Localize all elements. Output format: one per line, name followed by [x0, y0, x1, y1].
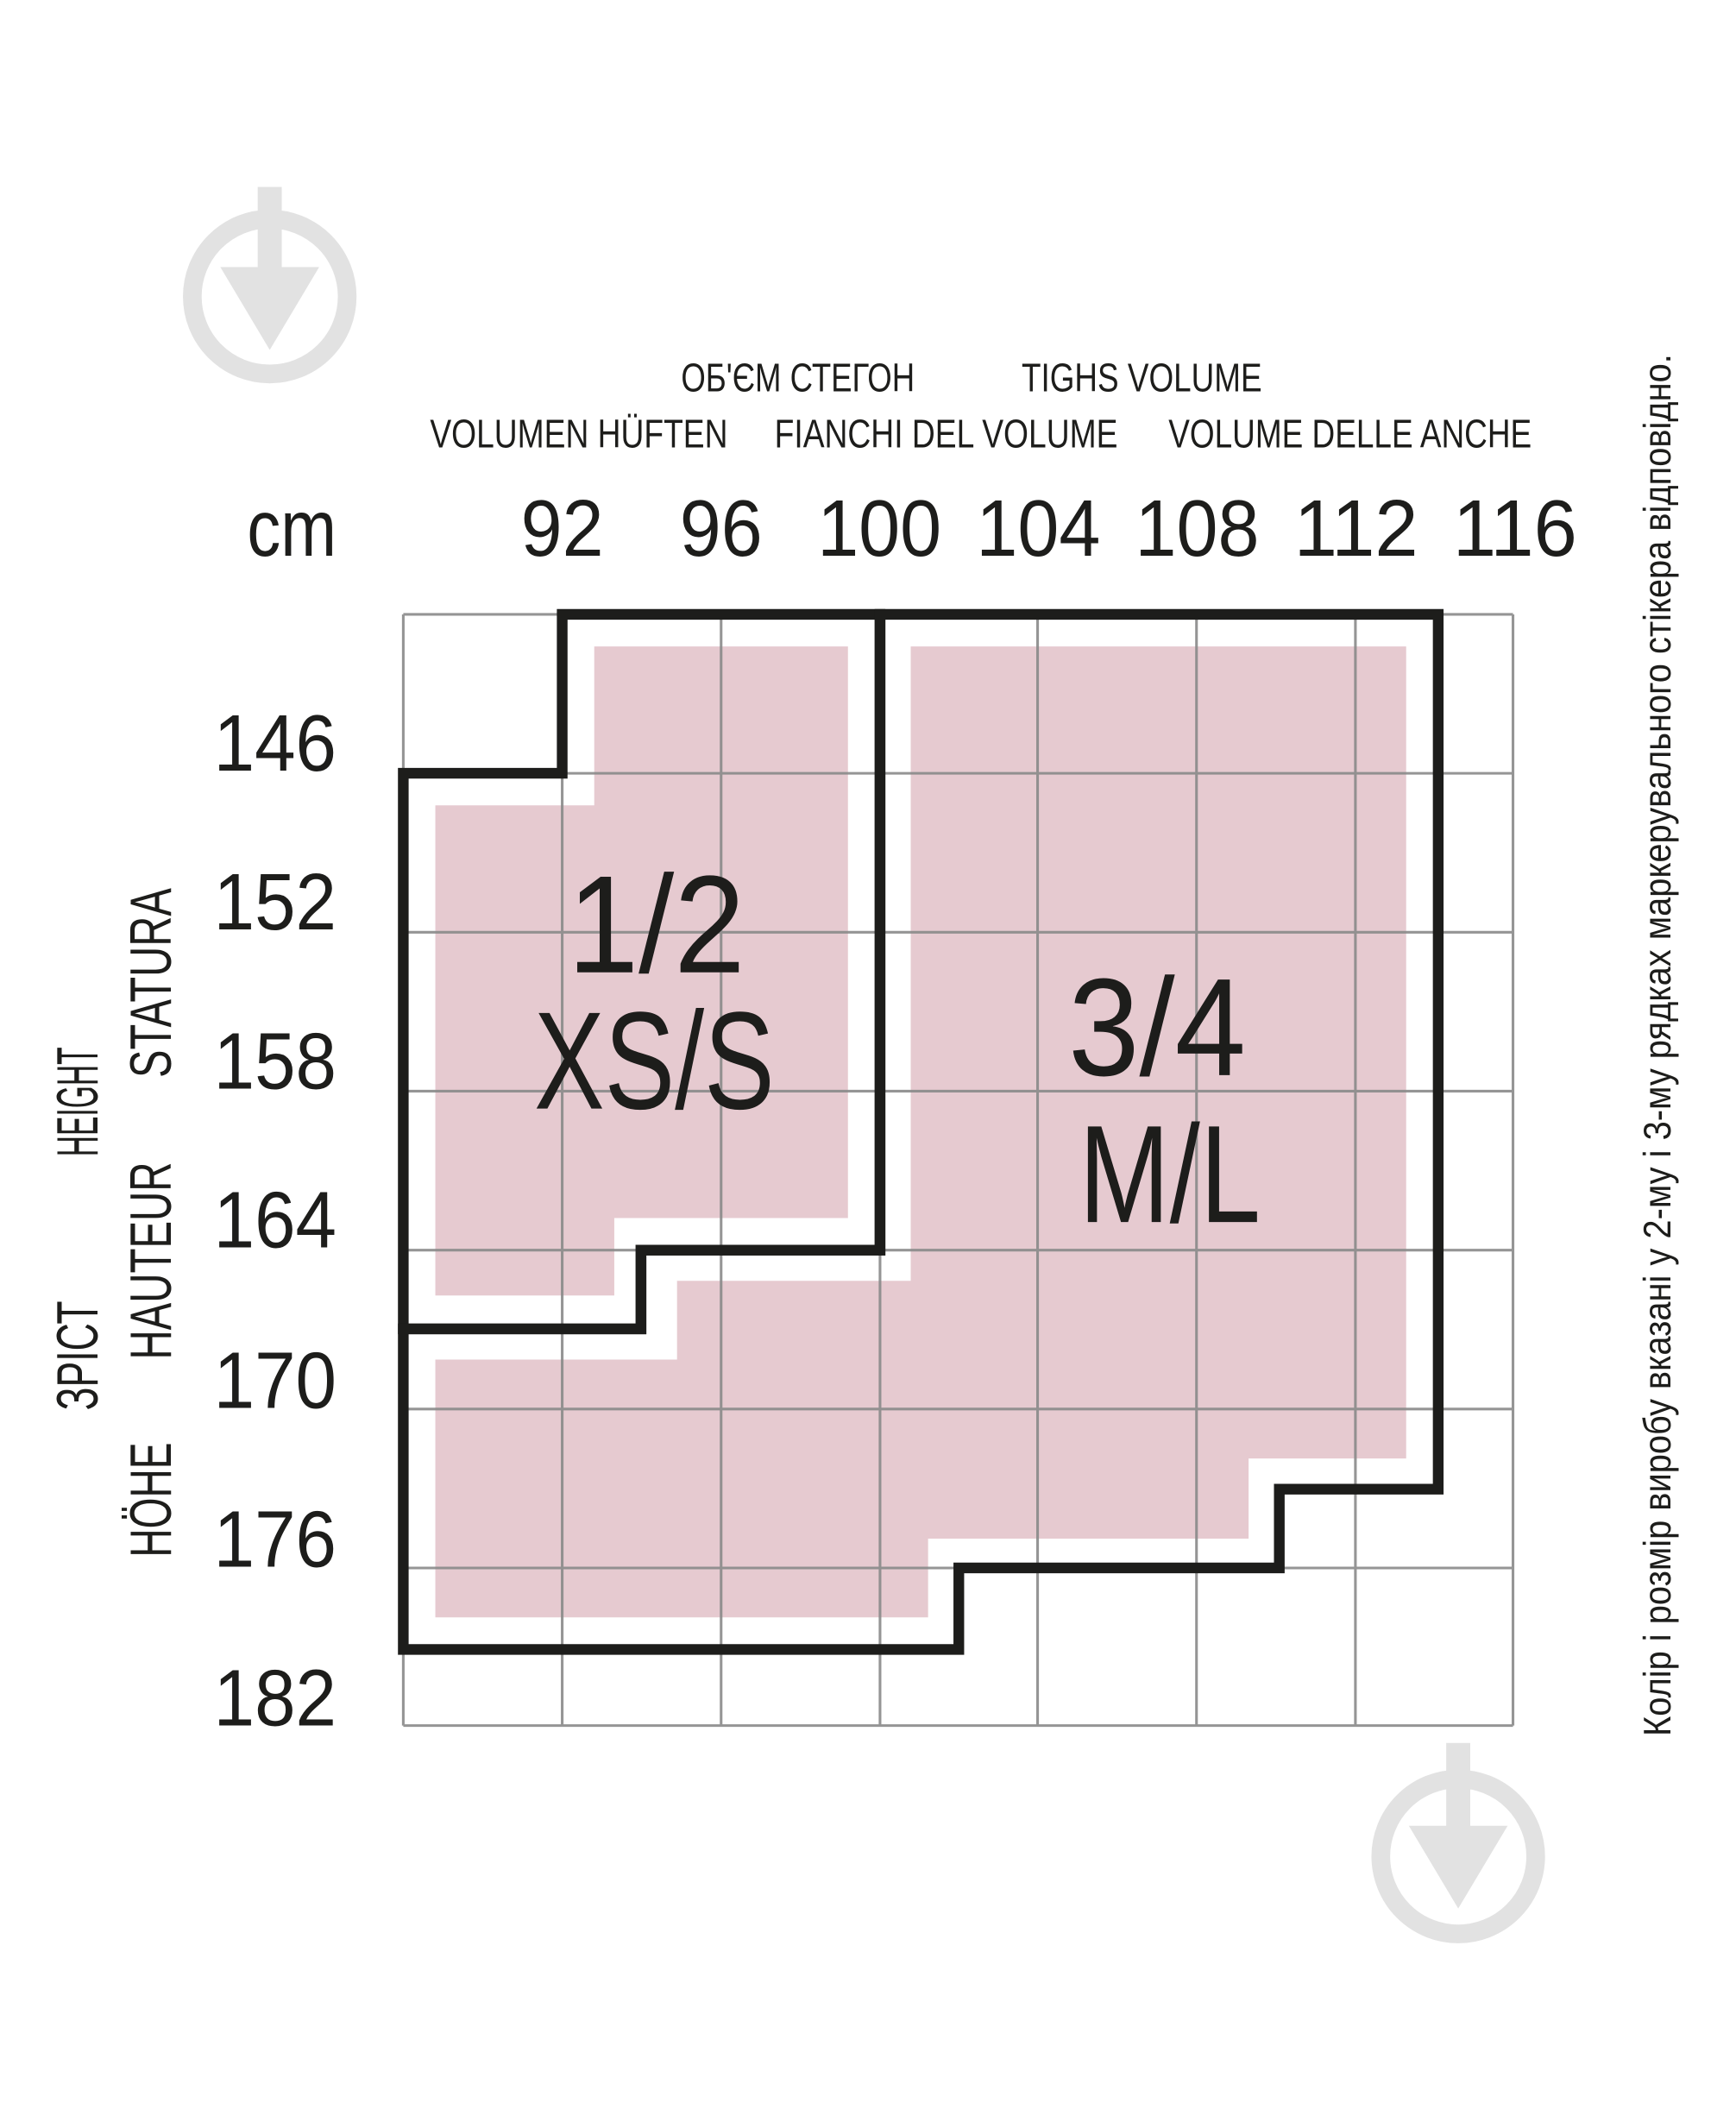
hip-label: 92: [521, 483, 604, 573]
hip-label: 112: [1294, 483, 1418, 573]
hip-label: 104: [976, 483, 1100, 573]
size-name-m-l: M/L: [1079, 1097, 1261, 1252]
size-region-xs-s: [435, 646, 848, 1296]
size-name-xs-s: XS/S: [534, 984, 775, 1139]
size-number-m-l: 3/4: [1068, 950, 1246, 1105]
height-label: 152: [214, 857, 337, 947]
watermark-icon-bottom: [1371, 1742, 1545, 1943]
sticker-note: Колір і розмір виробу вказані у 2-му і 3…: [1635, 354, 1679, 1736]
header-it: VOLUME DELLE ANCHE: [1168, 411, 1532, 456]
hip-label: 100: [817, 483, 941, 573]
height-label: 164: [214, 1175, 337, 1265]
hip-label: 116: [1453, 483, 1577, 573]
watermark-icon-top: [183, 186, 357, 384]
height-label: 176: [214, 1494, 337, 1584]
header-ua: ОБ'ЄМ СТЕГОН: [681, 355, 915, 400]
height-heading-en: HEIGHT: [45, 1047, 110, 1156]
height-label: 158: [214, 1016, 337, 1105]
header-en: TIGHS VOLUME: [1022, 355, 1262, 400]
size-outline-m-l: [398, 608, 1444, 1655]
height-heading-de: HÖHE: [118, 1443, 184, 1558]
hip-label: 108: [1135, 483, 1260, 573]
size-region-m-l: [435, 646, 1406, 1618]
unit-label: cm: [247, 483, 337, 573]
size-number-xs-s: 1/2: [568, 847, 745, 1003]
height-heading-fr: HAUTEUR: [118, 1162, 184, 1359]
height-label: 146: [214, 698, 337, 788]
height-label: 182: [214, 1653, 337, 1743]
height-label: 170: [214, 1335, 337, 1425]
height-heading-it: STATURA: [118, 888, 184, 1078]
header-fr: FIANCHI DEL VOLUME: [775, 411, 1118, 456]
hip-label: 96: [680, 483, 763, 573]
height-heading-ua: ЗРІСТ: [45, 1300, 110, 1410]
header-de: VOLUMEN HÜFTEN: [430, 411, 727, 456]
